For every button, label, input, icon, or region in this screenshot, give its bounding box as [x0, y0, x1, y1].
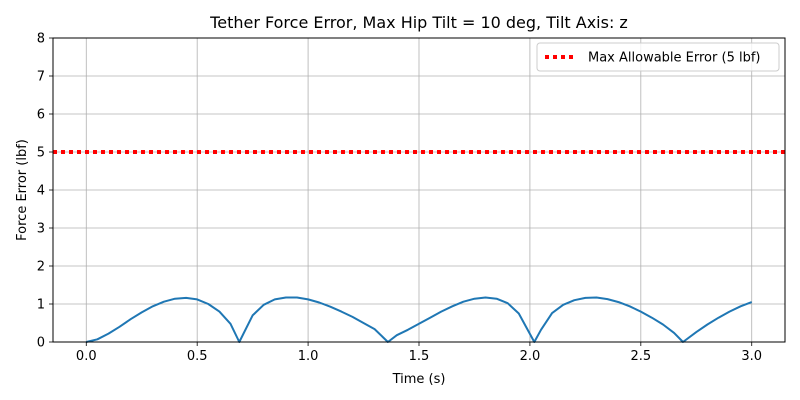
x-tick-label: 3.0: [741, 349, 762, 364]
x-tick-label: 0.0: [76, 349, 97, 364]
y-tick-label: 3: [37, 222, 45, 237]
y-tick-label: 1: [37, 298, 45, 313]
legend: Max Allowable Error (5 lbf): [536, 42, 780, 72]
y-tick-label: 0: [37, 336, 45, 351]
series-line-force-error: [86, 296, 753, 343]
legend-label-max-allowable-error: Max Allowable Error (5 lbf): [588, 51, 760, 66]
x-tick-label: 2.5: [630, 349, 651, 364]
legend-box: [536, 42, 780, 72]
y-tick-label: 5: [37, 146, 45, 161]
x-tick-label: 2.0: [520, 349, 541, 364]
x-tick-label: 1.0: [298, 349, 319, 364]
x-tick-label: 0.5: [187, 349, 208, 364]
ticks: 0.0 0.5 1.0 1.5 2.0 2.5 3.0 0 1 2 3 4 5 6 7 8: [37, 32, 762, 365]
chart-title: Tether Force Error, Max Hip Tilt = 10 de…: [209, 13, 628, 32]
y-tick-label: 8: [37, 32, 45, 47]
y-tick-label: 6: [37, 108, 45, 123]
y-tick-label: 7: [37, 70, 45, 85]
y-tick-label: 4: [37, 184, 45, 199]
x-tick-label: 1.5: [409, 349, 430, 364]
x-axis-label: Time (s): [392, 372, 446, 387]
series-layer: [53, 150, 785, 343]
y-axis-label: Force Error (lbf): [15, 139, 30, 241]
y-tick-label: 2: [37, 260, 45, 275]
